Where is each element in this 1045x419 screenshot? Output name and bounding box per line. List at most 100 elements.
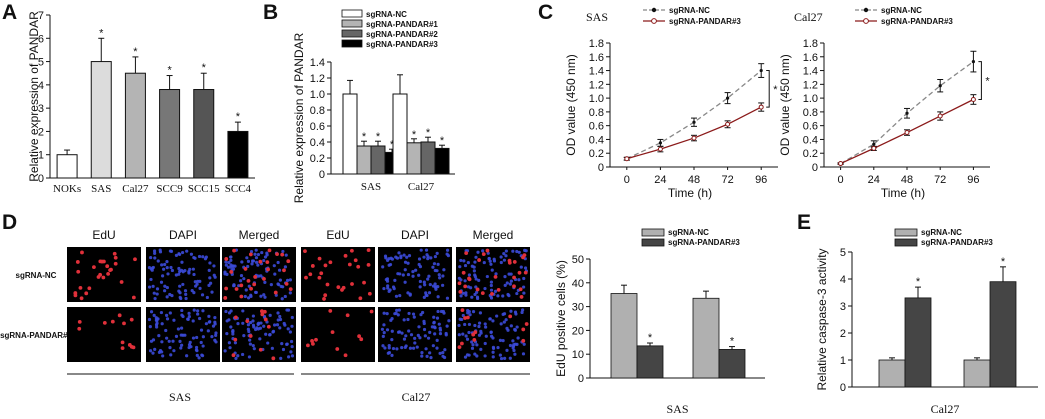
nucleus-dapi bbox=[393, 278, 397, 282]
data-point bbox=[726, 96, 730, 100]
y-tick-label: 2 bbox=[840, 328, 846, 340]
nucleus-dapi bbox=[498, 353, 502, 357]
x-tick-label: 0 bbox=[624, 174, 630, 186]
chart-e: 0 1 2 3 4 5 Relative caspase-3 activity sgRNA-N… bbox=[815, 228, 1038, 416]
y-tick-label: 1.4 bbox=[803, 66, 818, 78]
nucleus-dapi bbox=[463, 355, 468, 359]
nucleus-dapi bbox=[262, 293, 266, 297]
nucleus-dapi bbox=[513, 310, 518, 314]
nucleus-dapi bbox=[403, 268, 407, 272]
nucleus-dapi bbox=[491, 350, 495, 354]
nucleus-dapi bbox=[207, 268, 211, 272]
nucleus-dapi bbox=[190, 289, 194, 293]
nucleus-dapi bbox=[489, 283, 493, 288]
nucleus-dapi bbox=[200, 293, 205, 297]
x-tick-label: 48 bbox=[901, 174, 913, 186]
nucleus-dapi bbox=[463, 322, 467, 327]
nucleus-dapi bbox=[223, 349, 227, 353]
nucleus-dapi bbox=[474, 255, 478, 259]
bar bbox=[692, 297, 720, 379]
nucleus-dapi bbox=[236, 354, 240, 358]
microscopy-grid: EdU DAPI Merged EdU DAPI Merged sgRNA-NC sgRNA-… bbox=[0, 228, 530, 404]
nucleus-dapi bbox=[171, 339, 175, 343]
nucleus-dapi bbox=[489, 330, 493, 334]
nucleus-edu bbox=[507, 258, 512, 263]
y-tick-label: 1 bbox=[38, 150, 44, 162]
x-axis-label: Time (h) bbox=[668, 186, 712, 200]
nucleus-dapi bbox=[153, 296, 157, 301]
nucleus-edu bbox=[477, 258, 481, 262]
nucleus-dapi bbox=[445, 296, 450, 300]
nucleus-dapi bbox=[255, 326, 259, 330]
nucleus-dapi bbox=[226, 265, 231, 269]
nucleus-dapi bbox=[499, 356, 504, 361]
nucleus-dapi bbox=[394, 311, 398, 315]
y-tick-label: 6 bbox=[38, 33, 44, 45]
bar bbox=[878, 359, 906, 388]
microscopy-image bbox=[301, 307, 375, 362]
nucleus-dapi bbox=[290, 344, 294, 349]
nucleus-dapi bbox=[431, 344, 435, 348]
nucleus-edu bbox=[340, 288, 344, 292]
significance-star: * bbox=[202, 62, 207, 74]
y-tick-label: 0 bbox=[319, 169, 325, 181]
nucleus-dapi bbox=[506, 292, 510, 297]
nucleus-dapi bbox=[248, 320, 253, 325]
nucleus-edu bbox=[512, 260, 517, 264]
data-point bbox=[624, 156, 630, 162]
nucleus-dapi bbox=[231, 264, 235, 268]
nucleus-dapi bbox=[268, 313, 272, 317]
nucleus-dapi bbox=[265, 251, 269, 255]
nucleus-edu bbox=[461, 270, 466, 275]
x-tick-label: 24 bbox=[868, 174, 880, 186]
nucleus-dapi bbox=[394, 294, 399, 298]
nucleus-dapi bbox=[153, 251, 157, 255]
nucleus-edu bbox=[303, 249, 307, 254]
nucleus-dapi bbox=[167, 339, 171, 343]
y-tick-label: 3 bbox=[840, 301, 846, 313]
bar bbox=[56, 154, 78, 179]
nucleus-dapi bbox=[281, 347, 286, 352]
y-tick-label: 0 bbox=[38, 173, 44, 185]
nucleus-dapi bbox=[499, 260, 503, 265]
nucleus-dapi bbox=[478, 311, 483, 315]
nucleus-dapi bbox=[165, 285, 169, 290]
nucleus-dapi bbox=[200, 353, 204, 357]
nucleus-dapi bbox=[522, 291, 526, 295]
nucleus-dapi bbox=[411, 346, 416, 350]
nucleus-dapi bbox=[499, 255, 503, 259]
nucleus-edu bbox=[359, 337, 364, 342]
nucleus-dapi bbox=[206, 329, 210, 333]
nucleus-dapi bbox=[233, 341, 238, 345]
nucleus-edu bbox=[485, 248, 490, 253]
nucleus-dapi bbox=[205, 295, 209, 300]
nucleus-dapi bbox=[502, 312, 507, 316]
panel-label-d: D bbox=[2, 211, 17, 234]
nucleus-dapi bbox=[174, 253, 179, 257]
nucleus-dapi bbox=[245, 256, 249, 260]
nucleus-edu bbox=[308, 272, 313, 277]
nucleus-dapi bbox=[498, 338, 503, 342]
y-tick-label: 4 bbox=[840, 274, 846, 286]
nucleus-dapi bbox=[246, 264, 250, 269]
nucleus-dapi bbox=[249, 293, 253, 297]
nucleus-dapi bbox=[505, 281, 509, 285]
nucleus-dapi bbox=[148, 349, 153, 353]
image-column-label: Merged bbox=[473, 228, 514, 242]
nucleus-dapi bbox=[474, 285, 478, 289]
bar bbox=[963, 359, 991, 388]
nucleus-edu bbox=[92, 265, 96, 270]
chart-c-cal27: 0 0.2 0.40.6 0.8 1.0 1.21.4 1.6 1.8 0 24 48 72 96 Tim… bbox=[778, 6, 990, 200]
chart-b: 0 0.2 0.4 0.6 0.8 1.0 1.2 1.4 Relative expressio… bbox=[292, 9, 455, 203]
nucleus-edu bbox=[323, 263, 328, 268]
panel-label-e: E bbox=[797, 211, 811, 234]
nucleus-dapi bbox=[256, 322, 260, 326]
bar bbox=[356, 145, 372, 175]
nucleus-dapi bbox=[153, 347, 157, 351]
nucleus-edu bbox=[350, 248, 354, 253]
nucleus-dapi bbox=[191, 267, 195, 271]
legend-label: sgRNA-NC bbox=[669, 6, 710, 15]
nucleus-dapi bbox=[288, 291, 292, 295]
significance-star: * bbox=[1001, 256, 1006, 268]
nucleus-edu bbox=[471, 332, 476, 337]
